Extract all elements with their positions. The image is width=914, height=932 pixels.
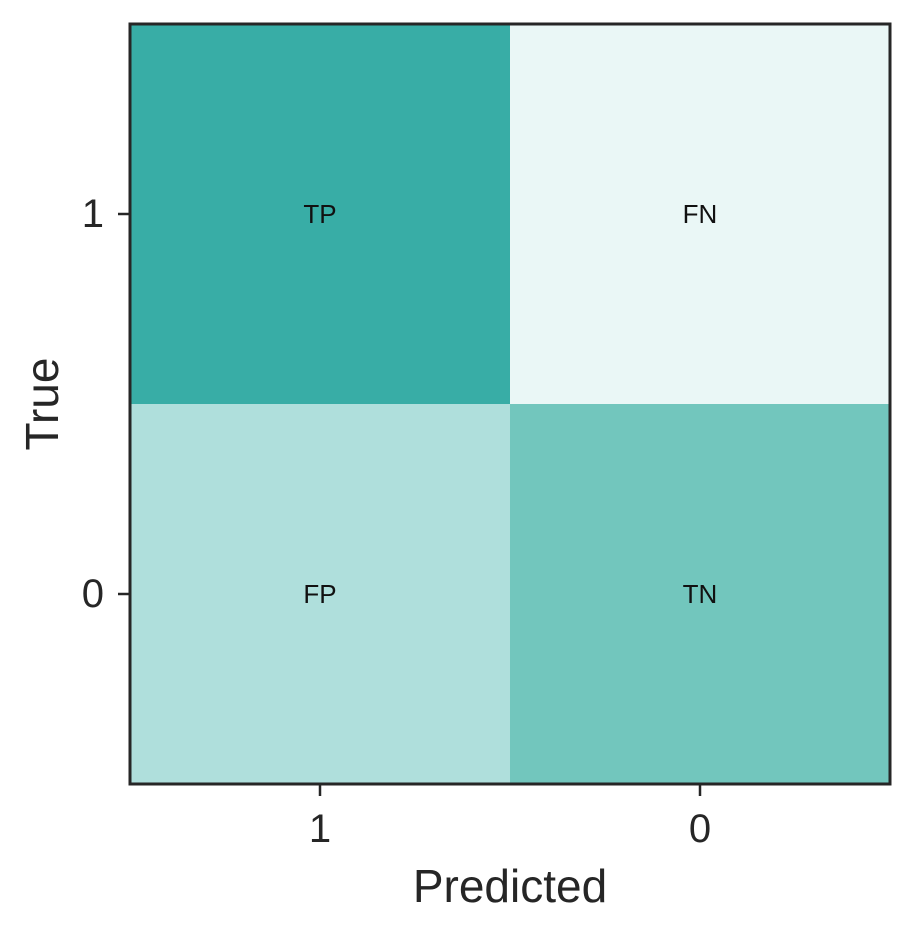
y-tick-label: 1 (82, 192, 104, 236)
x-axis-label: Predicted (413, 860, 607, 912)
x-tick-label: 1 (309, 807, 331, 851)
y-tick-label: 0 (82, 572, 104, 616)
plot-frame (128, 22, 892, 786)
axis-ticks: 1 0 1 0 (82, 192, 711, 851)
heatmap-cell-tn (510, 404, 890, 784)
y-axis-label: True (16, 358, 68, 451)
cell-label-fp: FP (303, 579, 336, 609)
x-tick-label: 0 (689, 807, 711, 851)
heatmap-cell-tp (130, 24, 510, 404)
cell-labels: TP FN FP TN (303, 199, 717, 609)
cell-label-fn: FN (683, 199, 718, 229)
cell-label-tp: TP (303, 199, 336, 229)
cell-label-tn: TN (683, 579, 718, 609)
heatmap-cell-fp (130, 404, 510, 784)
heatmap-cells (130, 24, 890, 784)
heatmap-cell-fn (510, 24, 890, 404)
